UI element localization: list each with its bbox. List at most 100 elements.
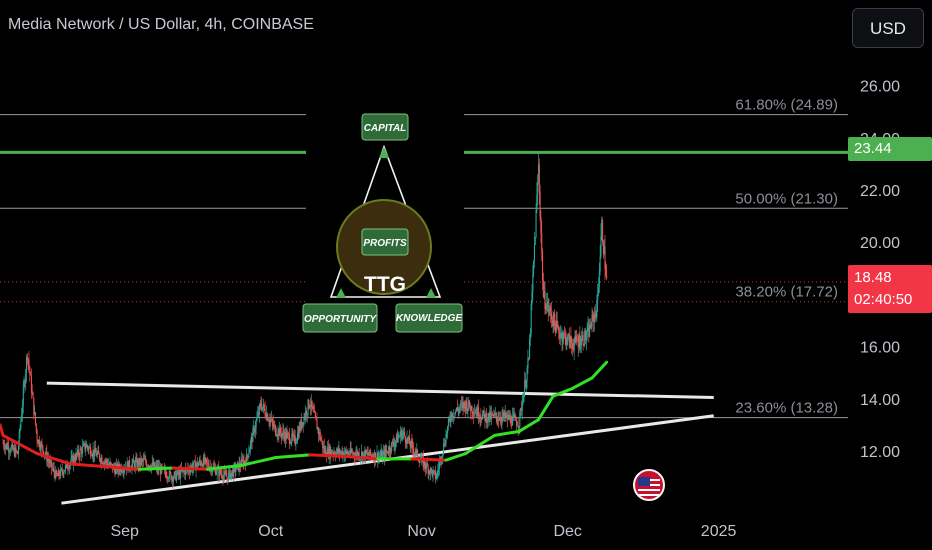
- candle-body: [386, 451, 388, 452]
- candle-body: [563, 333, 565, 339]
- candle-body: [14, 447, 16, 456]
- candle-body: [600, 236, 602, 257]
- candle-body: [358, 452, 360, 459]
- candle-body: [296, 432, 299, 441]
- candle-body: [544, 291, 546, 309]
- candle-body: [293, 434, 295, 436]
- candle-body: [502, 412, 504, 417]
- candle-body: [536, 194, 538, 211]
- candle-body: [93, 449, 95, 456]
- candle-body: [530, 303, 532, 334]
- candle-body: [509, 416, 511, 420]
- candle-body: [266, 413, 268, 419]
- candle-body: [337, 448, 339, 453]
- candle-body: [292, 434, 295, 437]
- candle-body: [377, 452, 379, 461]
- candle-body: [446, 433, 448, 435]
- candle-body: [285, 431, 287, 439]
- candle-body: [98, 450, 100, 455]
- candle-body: [508, 415, 510, 420]
- last-price-value: 18.48: [854, 269, 892, 286]
- candle-body: [448, 418, 450, 420]
- candle-body: [330, 449, 332, 457]
- candle-body: [43, 450, 45, 456]
- candle-body: [550, 307, 552, 313]
- candle-body: [84, 443, 86, 450]
- candle-body: [523, 392, 525, 403]
- candle-body: [404, 431, 406, 437]
- candle-body: [353, 453, 355, 457]
- candle-body: [397, 437, 399, 443]
- candle-body: [524, 380, 526, 393]
- candle-body: [517, 425, 519, 428]
- candle-body: [53, 467, 55, 473]
- candle-body: [429, 470, 431, 474]
- candle-body: [202, 464, 204, 467]
- candle-body: [99, 459, 101, 463]
- candle-body: [410, 440, 412, 448]
- candle-body: [271, 418, 273, 421]
- capital-text: CAPITAL: [364, 123, 407, 134]
- candle-body: [433, 470, 435, 472]
- candle-body: [451, 413, 454, 418]
- candle-body: [68, 468, 70, 470]
- candle-body: [602, 219, 604, 243]
- candle-body: [363, 451, 365, 454]
- candle-body: [421, 456, 424, 458]
- candle-body: [514, 416, 516, 418]
- candle-body: [258, 412, 260, 415]
- ttg-logo: CAPITAL PROFITS TTG OPPORTUNITY KNOWLEDG…: [302, 95, 464, 343]
- candle-body: [483, 410, 485, 415]
- candle-body: [596, 300, 598, 317]
- candle-body: [86, 445, 88, 448]
- candle-body: [595, 313, 597, 317]
- candle-body: [180, 468, 182, 478]
- candle-body: [492, 414, 494, 416]
- candle-body: [107, 464, 110, 466]
- candle-body: [27, 358, 29, 360]
- candle-body: [496, 416, 498, 421]
- candle-body: [552, 320, 554, 327]
- candle-body: [128, 460, 130, 471]
- candle-body: [308, 399, 310, 408]
- candle-body: [136, 458, 138, 467]
- candle-body: [266, 413, 269, 421]
- candle-body: [391, 442, 393, 452]
- candle-body: [83, 443, 85, 445]
- candle-body: [425, 466, 427, 469]
- candle-body: [129, 460, 131, 469]
- candle-body: [194, 460, 196, 471]
- candle-body: [605, 268, 607, 276]
- candle-body: [511, 416, 514, 426]
- candle-body: [286, 433, 288, 439]
- candle-body: [301, 420, 303, 428]
- candle-body: [494, 413, 497, 415]
- candle-body: [226, 476, 228, 478]
- candlesticks: [2, 151, 608, 489]
- last-price-tag: 18.48 02:40:50: [848, 265, 932, 313]
- candle-body: [60, 468, 62, 477]
- candle-body: [235, 469, 237, 473]
- candle-body: [529, 339, 531, 359]
- us-flag-icon[interactable]: [633, 469, 665, 501]
- candle-body: [590, 327, 592, 329]
- candle-body: [378, 455, 381, 457]
- candle-body: [344, 449, 346, 454]
- candle-body: [141, 459, 143, 461]
- candle-body: [313, 408, 315, 412]
- candle-body: [414, 452, 416, 454]
- candle-body: [170, 472, 172, 480]
- candle-body: [567, 334, 570, 336]
- candle-body: [203, 457, 205, 463]
- candle-body: [301, 422, 303, 428]
- candle-body: [541, 250, 544, 281]
- candle-body: [468, 400, 470, 409]
- candle-body: [584, 330, 586, 346]
- candle-body: [407, 437, 409, 441]
- candle-body: [348, 452, 350, 455]
- candle-body: [394, 443, 396, 447]
- currency-button[interactable]: USD: [852, 8, 924, 48]
- candle-body: [482, 410, 484, 415]
- candle-body: [22, 388, 24, 406]
